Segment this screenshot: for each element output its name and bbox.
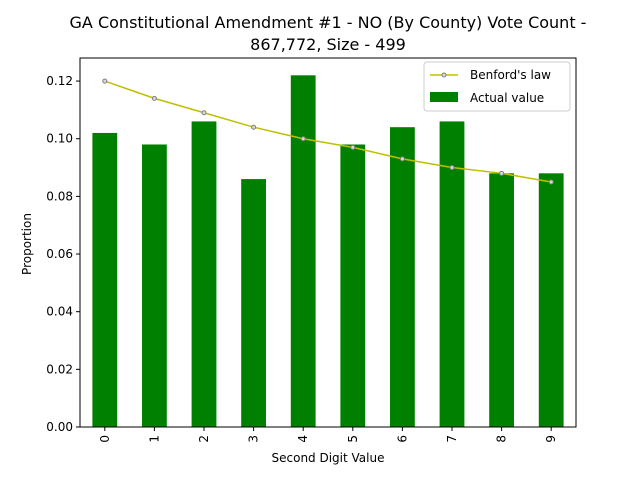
bar-9 bbox=[538, 173, 564, 427]
benford-point-5 bbox=[350, 144, 356, 150]
bar-7 bbox=[439, 121, 465, 427]
legend-label-benford: Benford's law bbox=[470, 68, 551, 82]
legend-marker-swatch bbox=[441, 72, 447, 78]
legend-box bbox=[423, 61, 571, 112]
legend-label-actual: Actual value bbox=[470, 91, 544, 105]
x-tick-label: 5 bbox=[346, 435, 360, 443]
bar-5 bbox=[340, 144, 366, 427]
bar-8 bbox=[489, 173, 514, 427]
bar-6 bbox=[390, 127, 415, 427]
y-tick-label: 0.12 bbox=[46, 74, 73, 88]
benford-point-7 bbox=[449, 165, 455, 171]
chart-title-line-2: 867,772, Size - 499 bbox=[250, 35, 406, 54]
bar-1 bbox=[142, 144, 167, 427]
benford-point-0 bbox=[102, 78, 108, 84]
x-tick-label: 0 bbox=[98, 435, 112, 443]
bar-series bbox=[92, 75, 564, 427]
x-tick-label: 4 bbox=[296, 435, 310, 443]
y-tick-label: 0.06 bbox=[46, 247, 73, 261]
legend-bar-swatch bbox=[430, 92, 458, 102]
y-tick-label: 0.08 bbox=[46, 189, 73, 203]
x-tick-label: 6 bbox=[395, 435, 409, 443]
x-tick-label: 9 bbox=[544, 435, 558, 443]
x-tick-label: 8 bbox=[495, 435, 509, 443]
benford-point-3 bbox=[251, 124, 257, 130]
benford-point-1 bbox=[151, 95, 157, 101]
plot-frame bbox=[79, 57, 577, 428]
benford-point-6 bbox=[399, 156, 405, 162]
y-tick-label: 0.02 bbox=[46, 362, 73, 376]
benford-point-2 bbox=[201, 110, 207, 116]
y-tick-label: 0.00 bbox=[46, 420, 73, 434]
benford-line-series bbox=[102, 78, 554, 185]
x-axis-label: Second Digit Value bbox=[272, 451, 385, 465]
y-axis-ticks: 0.00 0.02 0.04 0.06 0.08 0.10 0.12 bbox=[46, 74, 80, 434]
x-tick-label: 2 bbox=[197, 435, 211, 443]
axes bbox=[79, 57, 577, 428]
x-tick-label: 7 bbox=[445, 435, 459, 443]
benford-point-4 bbox=[300, 136, 306, 142]
chart-title-line-1: GA Constitutional Amendment #1 - NO (By … bbox=[70, 13, 587, 32]
chart-title: GA Constitutional Amendment #1 - NO (By … bbox=[70, 13, 587, 54]
benford-point-9 bbox=[548, 179, 554, 185]
benford-point-8 bbox=[499, 170, 505, 176]
y-axis-label: Proportion bbox=[20, 213, 34, 275]
x-tick-label: 1 bbox=[147, 435, 161, 443]
benford-line bbox=[104, 80, 552, 183]
bar-0 bbox=[92, 132, 118, 427]
x-tick-label: 3 bbox=[247, 435, 261, 443]
bar-3 bbox=[241, 179, 266, 427]
bar-4 bbox=[290, 75, 316, 427]
bar-2 bbox=[191, 121, 217, 427]
legend: Benford's law Actual value bbox=[423, 61, 571, 112]
y-tick-label: 0.10 bbox=[46, 132, 73, 146]
y-tick-label: 0.04 bbox=[46, 305, 73, 319]
x-axis-ticks: 0 1 2 3 4 5 6 7 8 9 bbox=[98, 427, 558, 443]
